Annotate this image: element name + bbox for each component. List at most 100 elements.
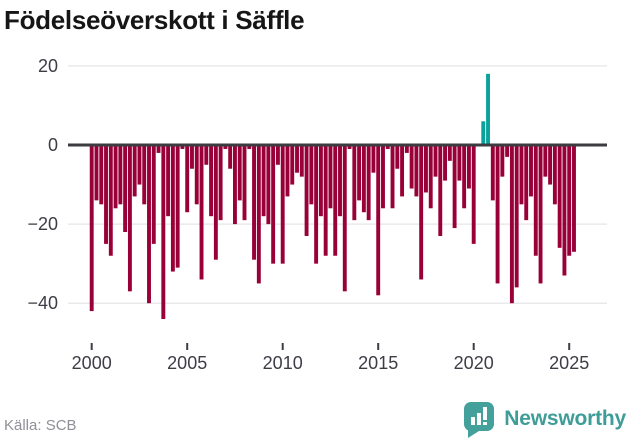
bar: [185, 145, 190, 213]
bar: [94, 145, 99, 201]
bar: [419, 145, 424, 280]
bar: [99, 145, 104, 205]
bar: [409, 145, 414, 189]
x-axis-label: 2025: [549, 353, 589, 373]
bar: [290, 145, 295, 185]
bar: [333, 145, 338, 256]
bar: [190, 145, 194, 169]
bar: [352, 145, 357, 221]
source-text: Källa: SCB: [4, 417, 77, 434]
y-axis-label: −20: [27, 214, 58, 234]
bar: [567, 145, 572, 256]
bar: [519, 145, 524, 205]
bar: [228, 145, 233, 169]
bar: [552, 145, 557, 205]
bar: [376, 145, 381, 296]
bar: [347, 145, 352, 149]
bar: [209, 145, 214, 217]
bar: [137, 145, 142, 185]
bar: [562, 145, 567, 276]
bar: [533, 145, 538, 256]
bar: [180, 145, 185, 149]
bar: [524, 145, 529, 221]
bar: [256, 145, 261, 284]
bar: [490, 145, 495, 201]
x-axis-label: 2020: [454, 353, 494, 373]
bar: [252, 145, 256, 260]
bar: [223, 145, 228, 149]
bar: [514, 145, 519, 288]
bar: [151, 145, 156, 244]
bar: [266, 145, 271, 225]
bar: [147, 145, 151, 304]
bar: [481, 121, 486, 145]
bar: [428, 145, 433, 209]
y-axis-label: 20: [38, 56, 58, 76]
bar: [218, 145, 223, 221]
bar: [213, 145, 218, 260]
bar: [424, 145, 428, 193]
bar: [295, 145, 299, 173]
bar: [366, 145, 371, 221]
x-axis-label: 2005: [167, 353, 207, 373]
bar: [572, 145, 576, 252]
bar: [127, 145, 132, 292]
bar: [113, 145, 118, 209]
bar: [132, 145, 137, 197]
bar: [500, 145, 505, 177]
bar: [486, 73, 490, 145]
bar: [400, 145, 405, 197]
bar: [142, 145, 147, 205]
bar: [404, 145, 409, 153]
bar: [414, 145, 419, 197]
bar: [275, 145, 280, 165]
bar: [323, 145, 328, 256]
bar: [304, 145, 309, 236]
bar: [204, 145, 209, 165]
bar: [261, 145, 266, 217]
bar: [471, 145, 476, 244]
bar: [457, 145, 462, 181]
bar: [194, 145, 199, 205]
bar: [443, 145, 447, 181]
x-axis-label: 2000: [72, 353, 112, 373]
bar: [342, 145, 347, 292]
bar: [166, 145, 171, 217]
bar: [438, 145, 443, 236]
bar: [557, 145, 562, 248]
bar: [299, 145, 304, 177]
bar: [309, 145, 314, 205]
bar: [338, 145, 342, 217]
bar: [529, 145, 533, 197]
bar: [395, 145, 400, 169]
bar: [543, 145, 548, 177]
bar: [89, 145, 94, 312]
bar: [538, 145, 543, 284]
bar: [381, 145, 385, 209]
bar-chart-speech-bubble-icon: [464, 401, 495, 438]
bar: [285, 145, 290, 197]
bar: [433, 145, 438, 177]
bar: [447, 145, 452, 161]
bar: [247, 145, 252, 149]
bar: [361, 145, 366, 213]
y-axis-label: 0: [48, 135, 58, 155]
bar: [271, 145, 276, 264]
brand-wordmark: Newsworthy: [504, 407, 626, 430]
bar: [280, 145, 285, 264]
bar: [156, 145, 161, 153]
bar: [108, 145, 113, 256]
bar: [199, 145, 204, 280]
bar: [509, 145, 514, 304]
bar: [118, 145, 123, 205]
chart-title: Födelseöverskott i Säffle: [4, 5, 305, 35]
bar: [548, 145, 553, 185]
bar: [175, 145, 180, 268]
bar: [466, 145, 471, 189]
newsworthy-logo[interactable]: Newsworthy: [463, 400, 626, 438]
bar: [123, 145, 128, 233]
x-axis-label: 2010: [263, 353, 303, 373]
bar: [242, 145, 247, 221]
y-axis-label: −40: [27, 293, 58, 313]
